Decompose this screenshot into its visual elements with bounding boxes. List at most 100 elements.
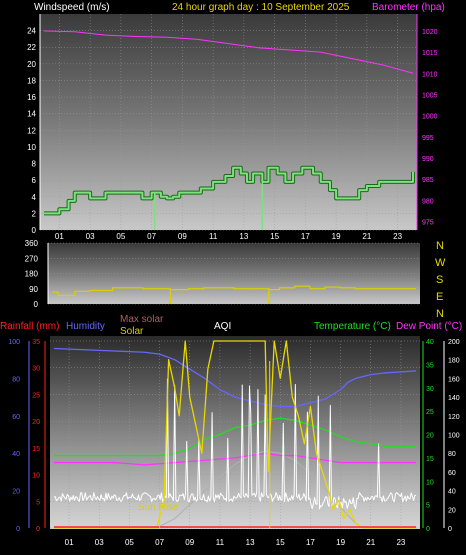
compass-e: E: [436, 291, 443, 303]
wind-panel-series: [43, 30, 415, 230]
humidity-y-tick-label: 40: [12, 451, 20, 458]
wind-y-tick-label: 18: [27, 76, 36, 85]
sunrise-annotation: Sun Rise: [138, 502, 179, 513]
rain-y-tick-label: 5: [36, 499, 40, 506]
temp-y-tick-label: 40: [426, 339, 434, 346]
wind-direction-line: [52, 285, 416, 297]
compass-labels: N W S E N: [435, 240, 446, 320]
wind-x-tick-label: 21: [362, 232, 371, 241]
solar-line: [54, 340, 416, 529]
temp-y-tick-label: 0: [426, 526, 430, 533]
wind-x-tick-label: 19: [332, 232, 341, 241]
direction-y-tick-label: 180: [25, 270, 39, 279]
aqi-y-tick-label: 100: [448, 433, 460, 440]
wind-panel-background: [40, 14, 417, 230]
wind-y-tick-label: 20: [27, 60, 36, 69]
aqi-line: [53, 378, 417, 510]
aqi-y-tick-label: 180: [448, 358, 460, 365]
barometer-y-tick-label: 980: [422, 198, 434, 205]
rain-y-tick-label: 10: [32, 473, 40, 480]
direction-y-tick-label: 90: [29, 285, 38, 294]
wind-x-tick-label: 13: [239, 232, 248, 241]
wind-y-tick-label: 16: [27, 93, 36, 102]
solar-label: Solar: [120, 326, 144, 337]
aqi-y-tick-label: 40: [448, 489, 456, 496]
aqi-y-tick-label: 160: [448, 376, 460, 383]
barometer-y-tick-label: 1000: [422, 114, 438, 121]
temp-y-tick-label: 20: [426, 433, 434, 440]
solar-x-tick-label: 17: [306, 538, 315, 547]
rain-y-tick-label: 30: [32, 366, 40, 373]
wind-speed-line: [44, 166, 414, 215]
humidity-y-tick-label: 0: [16, 526, 20, 533]
compass-s: S: [436, 274, 443, 286]
temp-y-tick-label: 30: [426, 386, 434, 393]
solar-x-tick-label: 03: [95, 538, 104, 547]
wind-y-tick-label: 4: [32, 193, 37, 202]
direction-y-tick-label: 0: [34, 300, 39, 309]
wind-y-tick-label: 6: [32, 176, 37, 185]
solar-x-tick-label: 09: [185, 538, 194, 547]
wind-x-tick-label: 15: [270, 232, 279, 241]
aqi-y-tick-label: 80: [448, 451, 456, 458]
humidity-y-tick-label: 80: [12, 376, 20, 383]
solar-panel-series: [53, 340, 417, 529]
aqi-y-tick-label: 120: [448, 414, 460, 421]
solar-x-tick-label: 13: [246, 538, 255, 547]
compass-w: W: [435, 257, 446, 269]
barometer-line: [43, 30, 414, 74]
solar-x-tick-label: 23: [396, 538, 405, 547]
dew-point-line: [54, 452, 416, 466]
solar-x-tick-label: 11: [216, 538, 225, 547]
compass-n-top: N: [436, 240, 444, 252]
rain-y-tick-label: 20: [32, 419, 40, 426]
aqi-y-tick-label: 140: [448, 395, 460, 402]
direction-y-tick-label: 270: [25, 254, 39, 263]
rainfall-axis-label: Rainfall (mm): [0, 321, 59, 332]
humidity-y-tick-label: 20: [12, 489, 20, 496]
rain-y-tick-label: 15: [32, 446, 40, 453]
rain-y-tick-label: 0: [36, 526, 40, 533]
barometer-y-tick-label: 1010: [422, 71, 438, 78]
temp-y-tick-label: 35: [426, 362, 434, 369]
aqi-y-tick-label: 200: [448, 339, 460, 346]
rain-y-tick-label: 25: [32, 392, 40, 399]
temperature-axis-label: Temperature (°C): [314, 321, 391, 332]
barometer-axis-label: Barometer (hpa): [372, 2, 445, 13]
humidity-y-tick-label: 60: [12, 414, 20, 421]
wind-y-tick-label: 2: [32, 209, 37, 218]
barometer-y-tick-label: 990: [422, 156, 434, 163]
chart-title: 24 hour graph day : 10 September 2025: [172, 2, 350, 13]
humidity-y-tick-label: 100: [8, 339, 20, 346]
aqi-y-tick-label: 20: [448, 507, 456, 514]
solar-x-tick-label: 21: [366, 538, 375, 547]
wind-y-tick-label: 12: [27, 126, 36, 135]
wind-y-tick-label: 24: [27, 27, 36, 36]
wind-x-tick-label: 03: [86, 232, 95, 241]
barometer-y-tick-label: 995: [422, 135, 434, 142]
wind-x-tick-label: 05: [116, 232, 125, 241]
solar-x-tick-label: 15: [276, 538, 285, 547]
solar-x-tick-label: 05: [125, 538, 134, 547]
temp-y-tick-label: 25: [426, 409, 434, 416]
wind-x-tick-label: 09: [178, 232, 187, 241]
solar-x-tick-label: 01: [65, 538, 74, 547]
temp-y-tick-label: 5: [426, 503, 430, 510]
wind-x-tick-label: 11: [209, 232, 218, 241]
barometer-y-tick-label: 975: [422, 220, 434, 227]
max-solar-label: Max solar: [120, 314, 164, 325]
aqi-y-tick-label: 0: [448, 526, 452, 533]
solar-panel-axes: 0510152025303502040608010005101520253035…: [8, 339, 459, 547]
wind-y-tick-label: 22: [27, 43, 36, 52]
barometer-y-tick-label: 1005: [422, 92, 438, 99]
barometer-y-tick-label: 985: [422, 177, 434, 184]
solar-x-tick-label: 07: [155, 538, 164, 547]
compass-n-bottom: N: [436, 308, 444, 320]
wind-x-tick-label: 01: [55, 232, 64, 241]
wind-y-tick-label: 8: [32, 160, 37, 169]
wind-y-tick-label: 14: [27, 110, 36, 119]
wind-panel-axes: 0246810121416182022249759809859909951000…: [27, 14, 438, 241]
wind-x-tick-label: 07: [147, 232, 156, 241]
wind-y-tick-label: 10: [27, 143, 36, 152]
